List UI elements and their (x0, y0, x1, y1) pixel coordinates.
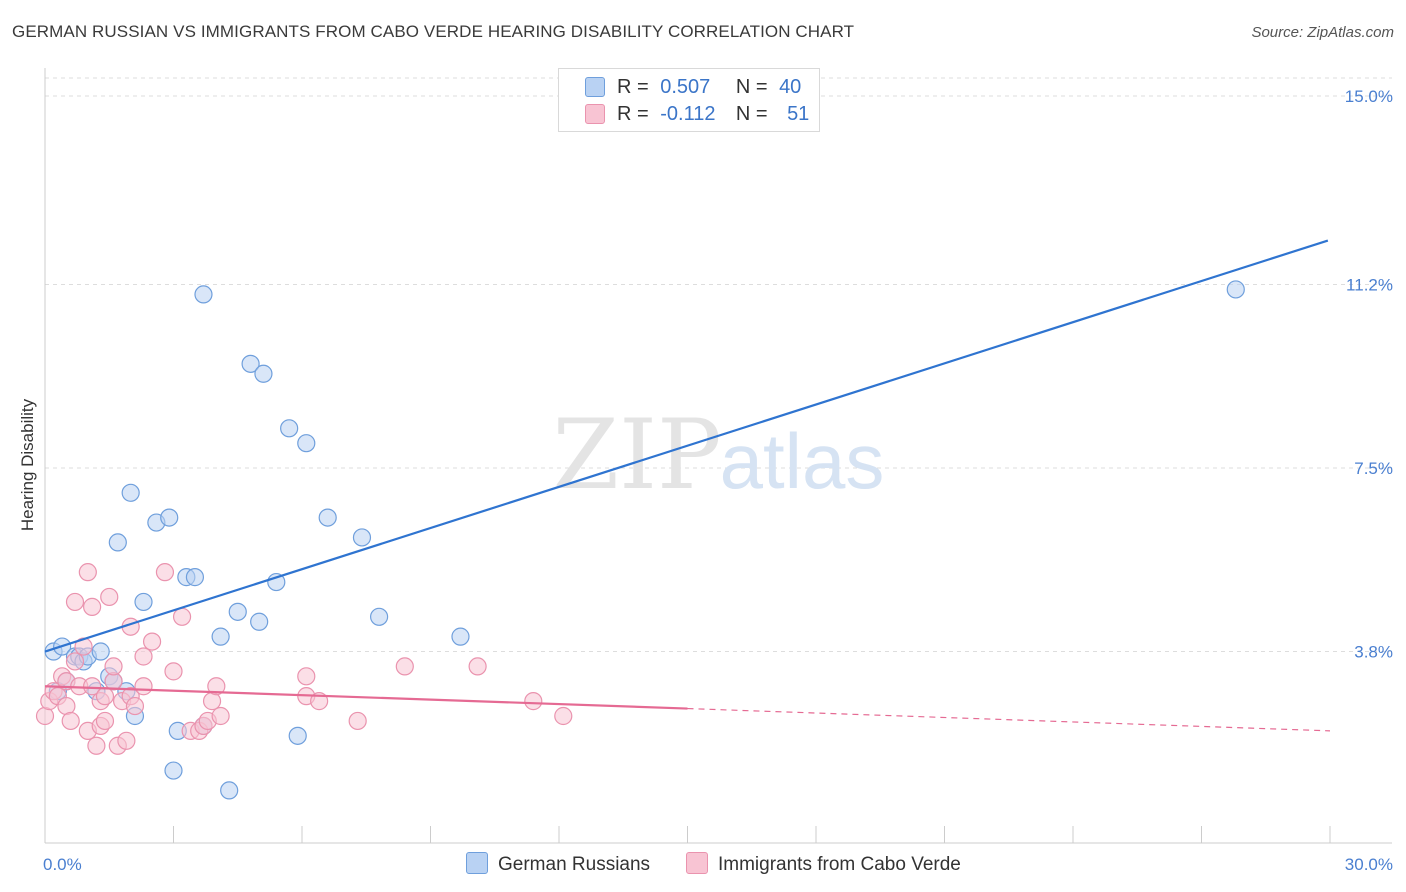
german-russian-point (352, 528, 372, 547)
watermark-atlas: atlas (720, 417, 885, 505)
german-russian-point (211, 627, 230, 646)
watermark-zip: ZIP (552, 399, 721, 511)
correlation-legend: R = 0.507 N = 40 R = -0.112 N = 51 (558, 68, 820, 132)
y-tick-label: 3.8% (1354, 643, 1393, 662)
german-russian-point (297, 434, 316, 453)
german-russian-point (121, 483, 140, 502)
legend-r-value: -0.112 (660, 103, 716, 125)
y-tick-label: 7.5% (1354, 459, 1393, 478)
cabo-verde-point (468, 657, 487, 676)
cabo-verde-point (65, 592, 85, 612)
german-russian-point (1226, 280, 1245, 299)
series-name: Immigrants from Cabo Verde (718, 854, 961, 875)
german-russian-point (160, 508, 179, 527)
legend-r-label: R = (617, 103, 649, 125)
legend-n-label: N = (735, 103, 768, 125)
cabo-verde-point (83, 677, 102, 696)
german-russian-point (241, 354, 260, 373)
x-tick-label: 30.0% (1345, 855, 1393, 874)
tick-labels: 3.8% 7.5% 11.2% 15.0% 0.0% 30.0% (43, 87, 1393, 874)
watermark: ZIP atlas (552, 399, 884, 511)
cabo-verde-point (524, 692, 543, 711)
data-points (35, 280, 1245, 800)
cabo-verde-point (395, 657, 414, 676)
german-russian-point (288, 726, 307, 745)
cabo-verde-point (78, 563, 97, 582)
chart-title: GERMAN RUSSIAN VS IMMIGRANTS FROM CABO V… (12, 22, 855, 41)
legend-n-value: 40 (779, 76, 802, 98)
german-russian-point (250, 612, 269, 631)
german-russian-point (228, 602, 247, 621)
cabo-verde-point (100, 587, 119, 607)
cabo-verde-trend-line (44, 685, 688, 710)
cabo-verde-point (297, 667, 316, 686)
cabo-verde-point (348, 711, 367, 731)
legend-n-label: N = (735, 76, 768, 98)
y-tick-label: 15.0% (1345, 87, 1393, 106)
german-russian-point (194, 285, 213, 304)
german-russian-point (185, 568, 205, 587)
cabo-verde-point (117, 731, 136, 750)
german-russian-point (254, 364, 273, 383)
legend-r-value: 0.507 (660, 76, 711, 98)
cabo-verde-point (172, 607, 192, 626)
german-russian-trend-line (44, 239, 1329, 653)
cabo-verde-point (65, 652, 85, 671)
cabo-verde-point (125, 696, 145, 716)
german-russian-point (220, 781, 239, 800)
cabo-verde-point (95, 687, 115, 706)
german-russian-point (134, 592, 153, 612)
pink-swatch-icon (585, 104, 605, 124)
blue-swatch-icon (585, 77, 605, 97)
series-name: German Russians (498, 854, 651, 875)
series-legend-cabo-verde: Immigrants from Cabo Verde (686, 852, 961, 876)
german-russian-point (91, 642, 110, 661)
cabo-verde-point (155, 563, 175, 582)
cabo-verde-point (211, 706, 230, 726)
x-tick-label: 0.0% (43, 855, 82, 874)
cabo-verde-point (95, 711, 115, 731)
cabo-verde-point (61, 711, 80, 731)
y-tick-label: 11.2% (1346, 275, 1393, 294)
trend-lines (44, 239, 1331, 732)
cabo-verde-point (134, 647, 153, 666)
pink-swatch-icon (686, 852, 708, 874)
legend-n-value: 51 (787, 103, 810, 125)
blue-swatch-icon (466, 852, 488, 874)
cabo-verde-point (554, 706, 573, 726)
cabo-verde-point (83, 597, 102, 616)
cabo-verde-point (207, 677, 226, 696)
cabo-verde-trend-extension (687, 707, 1331, 732)
cabo-verde-point (142, 632, 162, 651)
cabo-verde-point (134, 677, 153, 696)
cabo-verde-point (87, 736, 106, 755)
cabo-verde-point (164, 662, 183, 681)
german-russian-point (370, 607, 389, 626)
german-russian-point (108, 533, 127, 552)
source-label: Source: ZipAtlas.com (1251, 24, 1394, 41)
series-legend-german-russians: German Russians (466, 852, 650, 876)
german-russian-point (318, 508, 337, 527)
german-russian-point (164, 761, 183, 780)
german-russian-point (451, 627, 470, 646)
german-russian-point (280, 419, 299, 438)
legend-r-label: R = (617, 76, 649, 98)
cabo-verde-point (104, 657, 123, 676)
